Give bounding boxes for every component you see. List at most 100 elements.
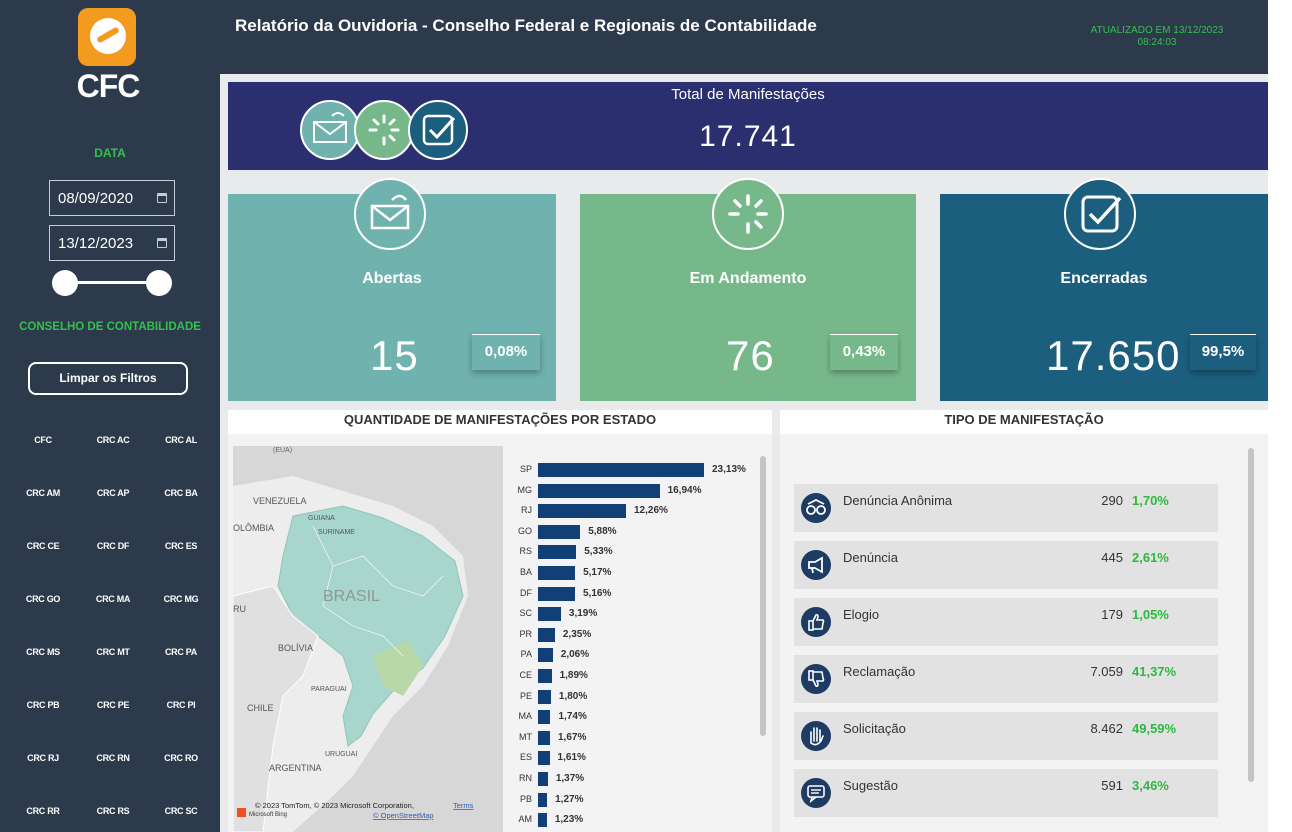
bar-row-go[interactable]: GO 5,88% bbox=[508, 524, 748, 540]
bar-row-rs[interactable]: RS 5,33% bbox=[508, 544, 748, 560]
bar-ce[interactable] bbox=[538, 669, 552, 683]
clear-filters-button[interactable]: Limpar os Filtros bbox=[28, 362, 188, 395]
bar-pb[interactable] bbox=[538, 792, 548, 807]
bar-mg[interactable] bbox=[538, 483, 660, 498]
bar-es[interactable] bbox=[538, 751, 550, 766]
bar-am[interactable] bbox=[538, 813, 547, 828]
date-range-slider-track[interactable] bbox=[64, 281, 160, 284]
bar-row-sp[interactable]: SP 23,13% bbox=[508, 462, 748, 478]
bar-row-ce[interactable]: CE 1,89% bbox=[508, 668, 748, 684]
bar-ma[interactable] bbox=[538, 710, 551, 725]
checkbox-icon bbox=[408, 100, 468, 160]
bar-category-label: CE bbox=[519, 670, 532, 680]
council-crc-mt[interactable]: CRC MT bbox=[96, 647, 130, 657]
bar-mt[interactable] bbox=[538, 730, 550, 745]
bar-row-mg[interactable]: MG 16,94% bbox=[508, 483, 748, 499]
map-terms-link[interactable]: Terms bbox=[453, 801, 474, 810]
bar-row-rj[interactable]: RJ 12,26% bbox=[508, 503, 748, 519]
bar-row-df[interactable]: DF 5,16% bbox=[508, 586, 748, 602]
council-crc-ac[interactable]: CRC AC bbox=[96, 435, 130, 445]
page-title: Relatório da Ouvidoria - Conselho Federa… bbox=[235, 16, 817, 35]
bar-value-label: 1,67% bbox=[557, 731, 587, 743]
state-chart-scrollbar[interactable] bbox=[760, 456, 766, 736]
council-crc-rn[interactable]: CRC RN bbox=[96, 753, 130, 763]
bing-logo-icon bbox=[237, 808, 246, 817]
bar-value-label: 2,06% bbox=[560, 649, 590, 661]
start-date-input[interactable]: 08/09/2020 bbox=[49, 180, 175, 216]
type-count: 7.059 bbox=[1090, 664, 1123, 679]
sidebar: CFC DATA 08/09/2020 13/12/2023 CONSELHO … bbox=[0, 0, 220, 832]
bar-category-label: GO bbox=[517, 525, 532, 536]
council-crc-rr[interactable]: CRC RR bbox=[26, 806, 60, 816]
council-crc-ro[interactable]: CRC RO bbox=[164, 753, 198, 763]
bar-pe[interactable] bbox=[538, 689, 551, 704]
council-crc-al[interactable]: CRC AL bbox=[165, 435, 197, 445]
bar-df[interactable] bbox=[538, 586, 576, 601]
calendar-icon[interactable] bbox=[157, 193, 167, 203]
council-crc-pa[interactable]: CRC PA bbox=[164, 647, 198, 657]
date-range-end-handle[interactable] bbox=[146, 270, 172, 296]
bar-sc[interactable] bbox=[538, 607, 561, 622]
council-crc-es[interactable]: CRC ES bbox=[164, 541, 198, 551]
bar-rn[interactable] bbox=[538, 772, 548, 786]
council-crc-df[interactable]: CRC DF bbox=[96, 541, 130, 551]
council-crc-mg[interactable]: CRC MG bbox=[163, 594, 199, 604]
bar-row-pa[interactable]: PA 2,06% bbox=[508, 647, 748, 663]
bar-go[interactable] bbox=[538, 524, 581, 539]
bar-row-pe[interactable]: PE 1,80% bbox=[508, 689, 748, 705]
brazil-map[interactable]: BRASIL VENEZUELA GUIANA SURINAME OLÔMBIA… bbox=[233, 446, 503, 832]
council-crc-ap[interactable]: CRC AP bbox=[96, 488, 130, 498]
type-row-4[interactable]: Reclamação 7.059 41,37% bbox=[794, 655, 1218, 703]
council-crc-am[interactable]: CRC AM bbox=[26, 488, 60, 498]
council-crc-pe[interactable]: CRC PE bbox=[96, 700, 130, 710]
bar-pr[interactable] bbox=[538, 627, 555, 642]
council-crc-sc[interactable]: CRC SC bbox=[164, 806, 198, 816]
type-row-5[interactable]: Solicitação 8.462 49,59% bbox=[794, 712, 1218, 760]
type-row-2[interactable]: Denúncia 445 2,61% bbox=[794, 541, 1218, 589]
bar-pa[interactable] bbox=[538, 648, 553, 663]
bar-ba[interactable] bbox=[538, 566, 576, 580]
bar-row-ba[interactable]: BA 5,17% bbox=[508, 565, 748, 581]
bar-rj[interactable] bbox=[538, 504, 626, 519]
bar-row-ma[interactable]: MA 1,74% bbox=[508, 709, 748, 725]
bar-value-label: 23,13% bbox=[712, 464, 746, 475]
council-crc-ce[interactable]: CRC CE bbox=[26, 541, 60, 551]
council-crc-rj[interactable]: CRC RJ bbox=[27, 753, 59, 763]
map-osm-link[interactable]: © OpenStreetMap bbox=[373, 811, 434, 820]
date-range-start-handle[interactable] bbox=[52, 270, 78, 296]
council-crc-ma[interactable]: CRC MA bbox=[95, 594, 131, 604]
card-title: Abertas bbox=[362, 270, 422, 287]
end-date-input[interactable]: 13/12/2023 bbox=[49, 225, 175, 261]
council-crc-rs[interactable]: CRC RS bbox=[96, 806, 130, 816]
council-crc-pi[interactable]: CRC PI bbox=[166, 700, 196, 710]
type-list-scrollbar[interactable] bbox=[1248, 448, 1254, 782]
council-crc-ba[interactable]: CRC BA bbox=[164, 488, 198, 498]
council-crc-go[interactable]: CRC GO bbox=[25, 594, 61, 604]
bar-row-pb[interactable]: PB 1,27% bbox=[508, 792, 748, 808]
bar-row-mt[interactable]: MT 1,67% bbox=[508, 730, 748, 746]
bar-category-label: ES bbox=[519, 752, 532, 763]
bar-row-sc[interactable]: SC 3,19% bbox=[508, 606, 748, 622]
council-crc-ms[interactable]: CRC MS bbox=[26, 647, 60, 657]
calendar-icon[interactable] bbox=[157, 238, 167, 248]
type-row-6[interactable]: Sugestão 591 3,46% bbox=[794, 769, 1218, 817]
bar-value-label: 1,27% bbox=[555, 793, 584, 805]
bar-row-es[interactable]: ES 1,61% bbox=[508, 750, 748, 766]
type-name: Denúncia bbox=[843, 550, 898, 565]
updated-date: ATUALIZADO EM 13/12/2023 bbox=[1090, 25, 1224, 36]
bar-rs[interactable] bbox=[538, 545, 577, 560]
envelope-icon bbox=[300, 100, 360, 160]
bar-row-pr[interactable]: PR 2,35% bbox=[508, 627, 748, 643]
type-row-3[interactable]: Elogio 179 1,05% bbox=[794, 598, 1218, 646]
bar-sp[interactable] bbox=[538, 463, 704, 477]
type-row-1[interactable]: Denúncia Anônima 290 1,70% bbox=[794, 484, 1218, 532]
bar-row-rn[interactable]: RN 1,37% bbox=[508, 771, 748, 787]
council-crc-pb[interactable]: CRC PB bbox=[26, 700, 60, 710]
bar-value-label: 3,19% bbox=[568, 608, 598, 620]
bar-category-label: DF bbox=[520, 587, 532, 598]
type-count: 591 bbox=[1101, 778, 1123, 793]
bar-row-am[interactable]: AM 1,23% bbox=[508, 812, 748, 828]
council-cfc[interactable]: CFC bbox=[34, 435, 52, 445]
raised-hand-icon bbox=[801, 721, 831, 751]
map-label-uruguai: URUGUAI bbox=[325, 751, 357, 758]
